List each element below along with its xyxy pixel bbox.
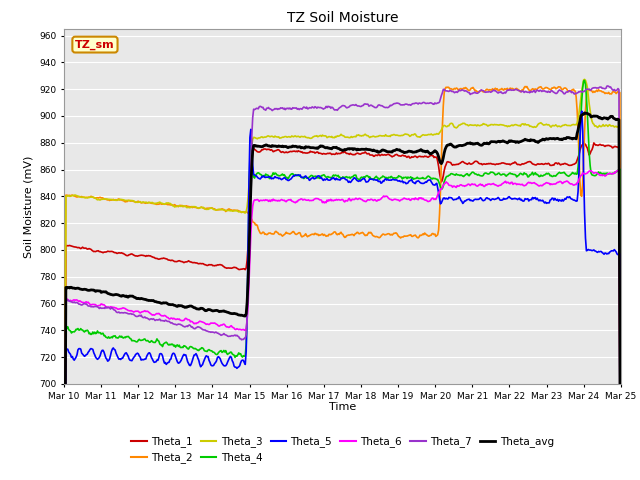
Y-axis label: Soil Moisture (mV): Soil Moisture (mV) — [24, 155, 33, 258]
Legend: Theta_1, Theta_2, Theta_3, Theta_4, Theta_5, Theta_6, Theta_7, Theta_avg: Theta_1, Theta_2, Theta_3, Theta_4, Thet… — [127, 432, 558, 468]
X-axis label: Time: Time — [329, 402, 356, 412]
Text: TZ_sm: TZ_sm — [75, 39, 115, 50]
Title: TZ Soil Moisture: TZ Soil Moisture — [287, 11, 398, 25]
